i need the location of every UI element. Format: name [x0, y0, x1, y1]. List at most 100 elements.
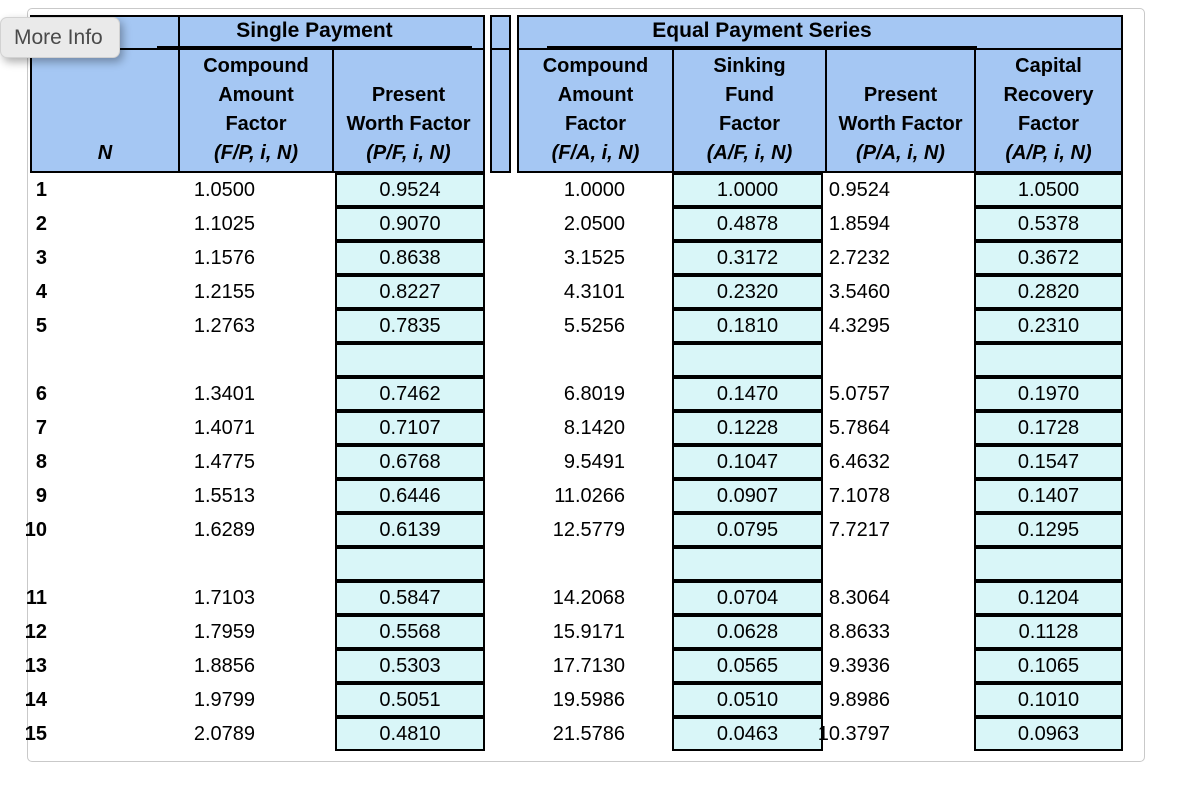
single-payment-group-title: Single Payment	[157, 19, 472, 49]
header-line: Compound	[203, 55, 309, 77]
table-row: 6 1.3401 0.7462 6.8019 0.1470 5.0757 0.1…	[30, 377, 1123, 411]
header-line: Present	[863, 84, 938, 106]
header-line: Compound	[542, 55, 649, 77]
pf-value: 0.5847	[335, 581, 485, 615]
ap-value: 0.1407	[974, 479, 1123, 513]
column-divider	[332, 50, 334, 171]
table-row: 15 2.0789 0.4810 21.5786 0.0463 10.3797 …	[25, 717, 1123, 751]
factor-notation: (A/P, i, N)	[1005, 142, 1092, 164]
pa-value: 8.3064	[828, 587, 890, 609]
fa-value: 1.0000	[563, 179, 625, 201]
interest-factor-table: Single Payment N Compound Amount Factor …	[25, 15, 1123, 751]
fp-value: 1.1576	[193, 247, 255, 269]
pf-value: 0.4810	[335, 717, 485, 751]
factor-notation: (P/F, i, N)	[366, 142, 451, 164]
header-line: Capital	[1015, 55, 1082, 77]
fa-value: 14.2068	[552, 587, 625, 609]
af-value	[672, 547, 823, 581]
af-value: 0.2320	[672, 275, 823, 309]
header-line: Present	[371, 84, 446, 106]
af-value: 0.0463	[672, 717, 823, 751]
pa-value: 3.5460	[828, 281, 890, 303]
fp-value: 1.4071	[193, 417, 255, 439]
fp-value: 1.7959	[193, 621, 255, 643]
n-value: 9	[35, 485, 47, 507]
pf-value	[335, 343, 485, 377]
pa-value: 9.8986	[828, 689, 890, 711]
fp-value: 1.2155	[193, 281, 255, 303]
fa-value: 8.1420	[563, 417, 625, 439]
column-header-af: Sinking Fund Factor (A/F, i, N)	[674, 52, 825, 168]
fp-value: 1.1025	[193, 213, 255, 235]
af-value: 0.1810	[672, 309, 823, 343]
table-row: 13 1.8856 0.5303 17.7130 0.0565 9.3936 0…	[25, 649, 1123, 683]
fp-value: 1.0500	[193, 179, 255, 201]
header-line: Factor	[718, 113, 781, 135]
af-value: 0.0510	[672, 683, 823, 717]
column-divider	[178, 17, 180, 171]
header-line: Recovery	[1003, 84, 1094, 106]
fa-value: 21.5786	[552, 723, 625, 745]
ap-value: 0.2310	[974, 309, 1123, 343]
equal-payment-header-block: Equal Payment Series Compound Amount Fac…	[517, 15, 1123, 173]
pa-value	[745, 343, 890, 377]
pf-value: 0.5568	[335, 615, 485, 649]
n-value: 5	[35, 315, 47, 337]
pa-value: 0.9524	[828, 179, 890, 201]
more-info-tab[interactable]: More Info	[0, 17, 120, 58]
fa-value: 5.5256	[563, 315, 625, 337]
af-value: 0.0628	[672, 615, 823, 649]
header-line: Factor	[564, 113, 627, 135]
factor-notation: (P/A, i, N)	[856, 142, 945, 164]
fp-value: 1.2763	[193, 315, 255, 337]
pa-value: 10.3797	[817, 723, 890, 745]
column-header-fp: Compound Amount Factor (F/P, i, N)	[180, 52, 332, 168]
fp-value: 1.6289	[193, 519, 255, 541]
n-value: 11	[25, 587, 47, 609]
factor-notation: (A/F, i, N)	[706, 142, 793, 164]
column-header-pa: Present Worth Factor (P/A, i, N)	[827, 81, 974, 168]
af-value: 1.0000	[672, 173, 823, 207]
fp-value: 1.7103	[193, 587, 255, 609]
pa-value: 5.7864	[828, 417, 890, 439]
ap-value: 0.1295	[974, 513, 1123, 547]
header-divider-line	[519, 48, 1121, 50]
af-value: 0.0565	[672, 649, 823, 683]
ap-value: 0.1065	[974, 649, 1123, 683]
pa-value: 8.8633	[828, 621, 890, 643]
af-value: 0.1470	[672, 377, 823, 411]
pa-value	[745, 547, 890, 581]
pa-value: 1.8594	[828, 213, 890, 235]
af-value: 0.0704	[672, 581, 823, 615]
pa-value: 9.3936	[828, 655, 890, 677]
pf-value: 0.9524	[335, 173, 485, 207]
column-header-pf: Present Worth Factor (P/F, i, N)	[334, 81, 483, 168]
n-value: 3	[35, 247, 47, 269]
ap-value	[974, 343, 1123, 377]
factor-notation: (F/A, i, N)	[551, 142, 640, 164]
af-value: 0.0795	[672, 513, 823, 547]
pf-value: 0.8227	[335, 275, 485, 309]
fp-value	[105, 343, 255, 377]
fa-value: 9.5491	[563, 451, 625, 473]
pa-value: 2.7232	[828, 247, 890, 269]
pf-value: 0.5051	[335, 683, 485, 717]
table-row: 4 1.2155 0.8227 4.3101 0.2320 3.5460 0.2…	[30, 275, 1123, 309]
fa-value	[475, 547, 625, 581]
fp-value: 1.8856	[193, 655, 255, 677]
ap-value: 0.5378	[974, 207, 1123, 241]
fp-value	[105, 547, 255, 581]
af-value: 0.1228	[672, 411, 823, 445]
fa-value: 3.1525	[563, 247, 625, 269]
fp-value: 1.9799	[193, 689, 255, 711]
pf-value: 0.7107	[335, 411, 485, 445]
column-header-n: N	[97, 142, 113, 164]
header-line: Amount	[557, 84, 634, 106]
af-value: 0.3172	[672, 241, 823, 275]
ap-value: 0.1204	[974, 581, 1123, 615]
pa-value: 6.4632	[828, 451, 890, 473]
ap-value: 0.2820	[974, 275, 1123, 309]
pf-value: 0.9070	[335, 207, 485, 241]
ap-value: 0.3672	[974, 241, 1123, 275]
